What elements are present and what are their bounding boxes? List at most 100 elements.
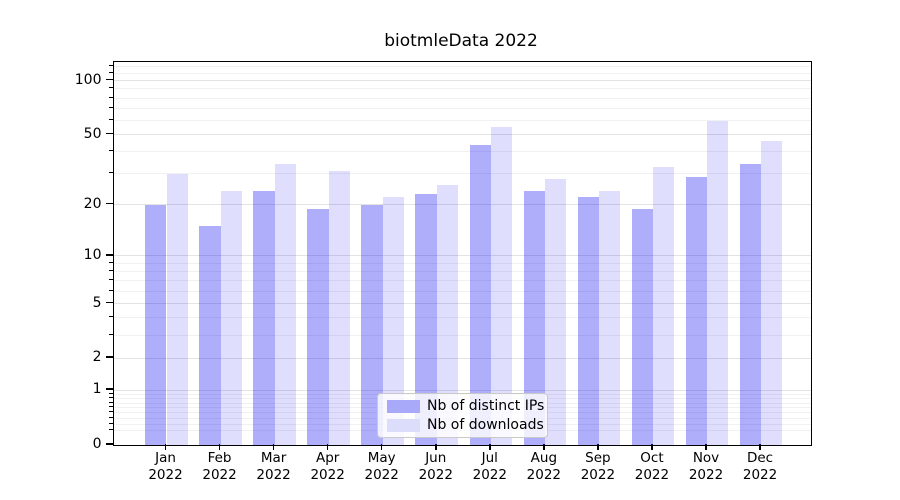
year-label: 2022 [688, 466, 724, 483]
y-axis-tick [105, 78, 113, 81]
legend-row-downloads: Nb of downloads [387, 417, 544, 433]
y-gridline [113, 389, 811, 391]
y-axis-minor-tick [109, 261, 113, 263]
legend-label-downloads: Nb of downloads [427, 417, 544, 433]
x-axis-tick [164, 444, 167, 450]
y-tick-label: 10 [83, 246, 102, 263]
x-tick-label: Aug 2022 [514, 450, 574, 483]
bar-downloads-sep [598, 190, 621, 445]
bar-downloads-jan [166, 173, 188, 445]
y-tick-label: 100 [74, 71, 102, 88]
y-gridline-minor [113, 119, 811, 121]
x-tick-label: Dec 2022 [730, 450, 790, 483]
y-gridline-minor [113, 290, 811, 292]
y-gridline-minor [113, 108, 811, 109]
x-tick-label: Apr 2022 [298, 450, 358, 483]
x-tick-label: Sep 2022 [568, 450, 628, 483]
year-label: 2022 [526, 466, 562, 483]
y-gridline-minor [113, 88, 811, 90]
x-axis-tick [380, 444, 383, 450]
month-label: Mar [260, 450, 287, 466]
y-axis-minor-tick [109, 107, 113, 108]
chart-title: biotmleData 2022 [384, 31, 538, 51]
y-gridline [113, 204, 811, 206]
x-axis-tick [651, 444, 653, 450]
y-gridline-minor [113, 271, 811, 273]
y-gridline [113, 80, 811, 82]
y-tick-label: 5 [92, 294, 102, 311]
x-tick-label: Nov 2022 [676, 450, 736, 483]
y-tick-label: 20 [83, 195, 102, 212]
chart-legend: Nb of distinct IPs Nb of downloads [377, 393, 548, 438]
legend-row-distinct-ips: Nb of distinct IPs [387, 398, 544, 414]
bar-distinct-ips-feb [199, 226, 221, 445]
x-tick-label: Feb 2022 [190, 450, 250, 483]
y-gridline-minor [113, 262, 811, 264]
x-axis-tick [489, 444, 491, 450]
bar-distinct-ips-oct [631, 208, 653, 445]
bar-downloads-jun [436, 184, 459, 445]
year-label: 2022 [580, 466, 616, 483]
bar-downloads-feb [220, 190, 242, 445]
bar-downloads-mar [274, 164, 296, 445]
year-label: 2022 [364, 466, 399, 483]
x-tick-label: Jan 2022 [136, 450, 196, 483]
bar-distinct-ips-dec [739, 164, 762, 445]
y-axis-minor-tick [109, 416, 113, 418]
y-axis-minor-tick [109, 334, 113, 336]
y-tick-label: 2 [92, 349, 102, 366]
month-label: Sep [585, 450, 611, 466]
y-axis-minor-tick [109, 150, 113, 152]
month-label: Feb [207, 450, 232, 466]
month-label: Jul [481, 450, 498, 466]
month-label: Apr [315, 450, 340, 466]
y-gridline-minor [113, 317, 811, 319]
y-gridline-minor [113, 173, 811, 175]
legend-label-distinct-ips: Nb of distinct IPs [427, 398, 545, 414]
y-tick-label: 50 [83, 125, 102, 142]
y-gridline-minor [113, 335, 811, 337]
y-axis-minor-tick [109, 422, 113, 424]
month-label: Nov [692, 450, 720, 466]
y-axis-minor-tick [109, 87, 113, 89]
y-axis-minor-tick [109, 172, 113, 174]
bar-distinct-ips-jan [145, 204, 167, 445]
x-axis-tick [434, 444, 437, 450]
x-tick-label: Jul 2022 [460, 450, 520, 483]
y-axis-minor-tick [109, 429, 113, 431]
y-axis-minor-tick [109, 96, 113, 98]
month-label: Aug [530, 450, 558, 466]
bar-distinct-ips-nov [685, 176, 707, 445]
month-label: Oct [640, 450, 664, 466]
year-label: 2022 [256, 466, 291, 483]
x-axis-tick [705, 444, 707, 450]
month-label: May [367, 450, 396, 466]
year-label: 2022 [634, 466, 670, 483]
y-axis-minor-tick [109, 411, 113, 413]
y-axis-tick [105, 356, 113, 359]
bar-distinct-ips-aug [523, 190, 545, 445]
y-tick-label: 0 [92, 436, 102, 452]
y-gridline [113, 357, 811, 359]
bar-distinct-ips-jul [469, 144, 491, 445]
y-axis-minor-tick [109, 406, 113, 408]
y-axis-minor-tick [109, 279, 113, 281]
y-axis-tick [105, 301, 113, 304]
bar-downloads-may [382, 197, 404, 445]
bar-downloads-dec [761, 141, 783, 445]
month-label: Jan [155, 450, 176, 466]
bar-downloads-apr [328, 171, 350, 445]
y-axis-tick [105, 443, 113, 445]
y-axis-minor-tick [109, 397, 113, 399]
bar-downloads-aug [544, 179, 567, 445]
legend-swatch-downloads [387, 418, 420, 432]
y-axis-minor-tick [109, 392, 113, 394]
y-gridline [113, 255, 811, 257]
x-axis-tick [543, 444, 545, 450]
x-axis-tick [218, 444, 221, 450]
y-axis-minor-tick [109, 316, 113, 318]
x-axis-tick [272, 444, 275, 450]
y-axis-minor-tick [109, 401, 113, 403]
y-gridline-minor [113, 151, 811, 153]
x-axis-tick [597, 444, 599, 450]
